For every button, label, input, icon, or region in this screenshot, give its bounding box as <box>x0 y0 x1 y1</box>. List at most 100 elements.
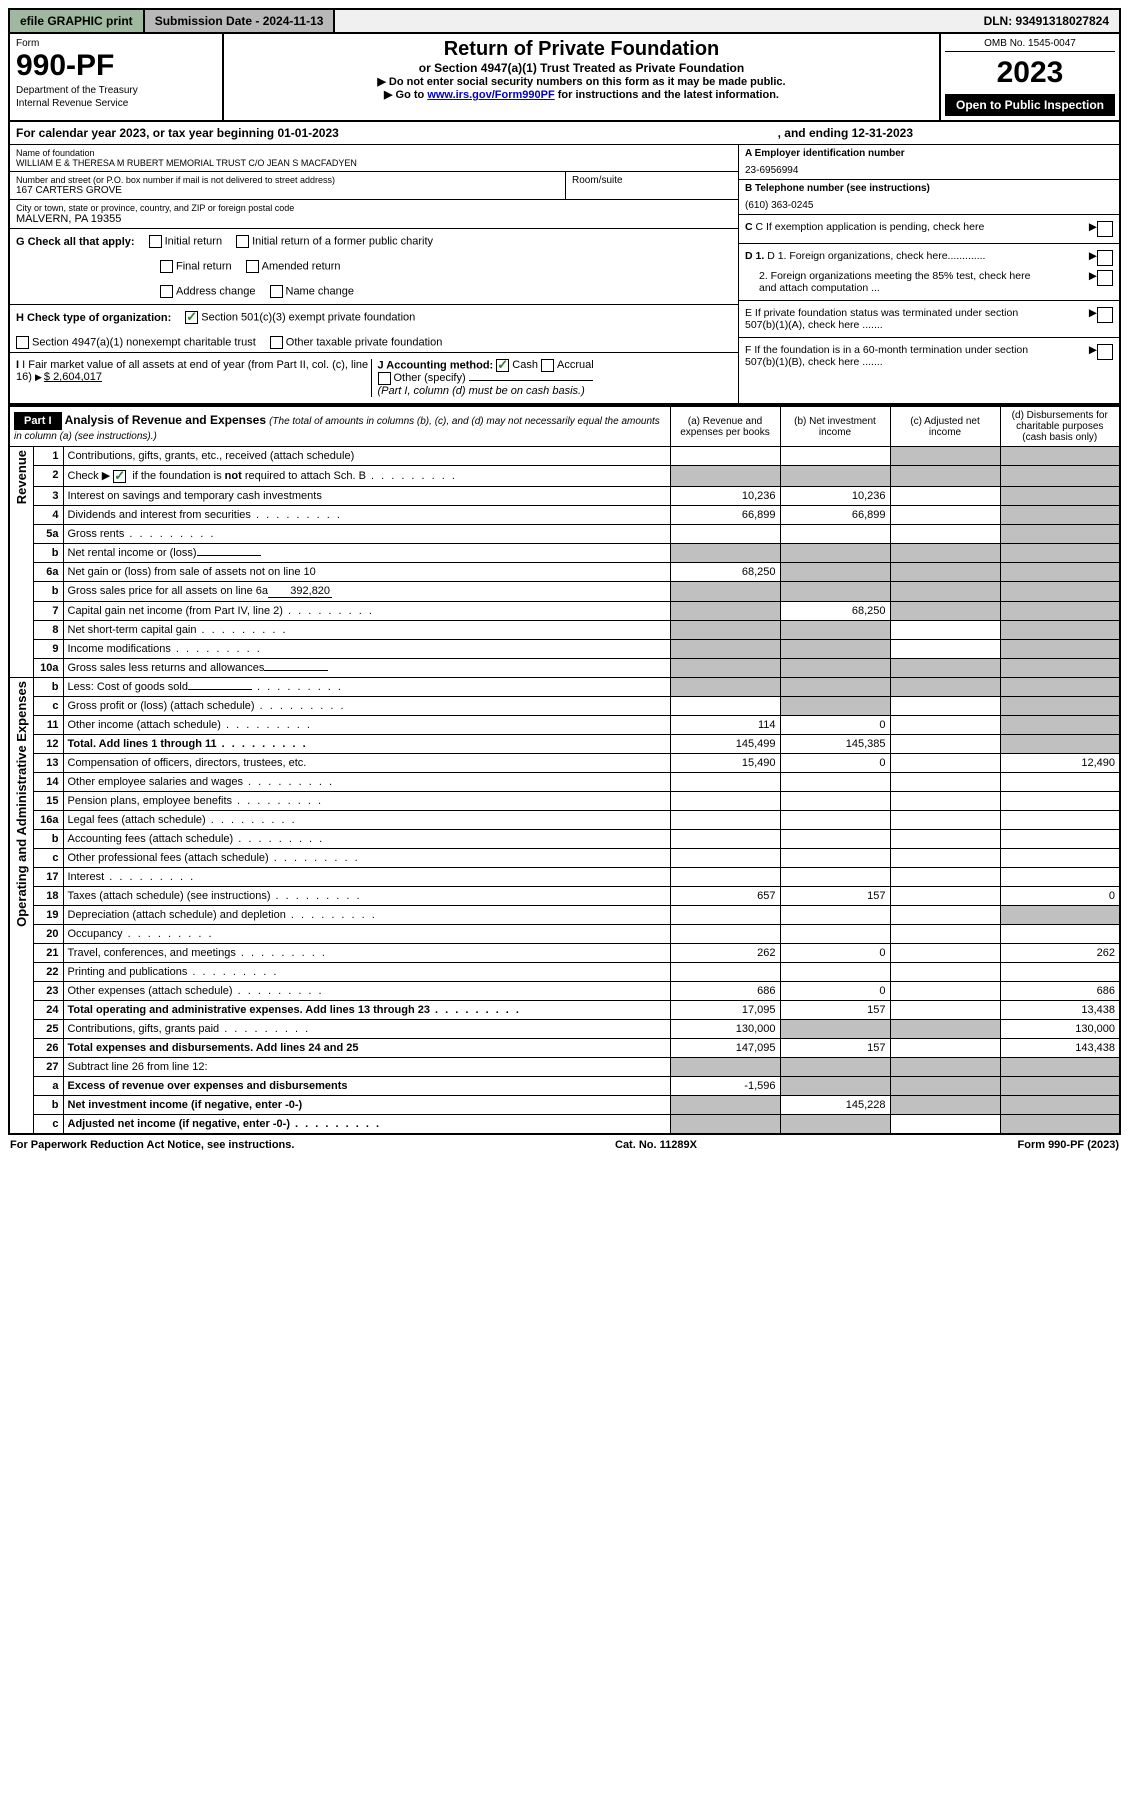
line-number: c <box>33 848 63 867</box>
line-description: Travel, conferences, and meetings <box>63 943 670 962</box>
line-description: Other professional fees (attach schedule… <box>63 848 670 867</box>
line-description: Gross sales price for all assets on line… <box>63 581 670 601</box>
name-change-checkbox[interactable] <box>270 285 283 298</box>
line-number: b <box>33 543 63 562</box>
accrual-checkbox[interactable] <box>541 359 554 372</box>
form-subtitle: or Section 4947(a)(1) Trust Treated as P… <box>228 61 935 75</box>
table-row: 2Check ▶ if the foundation is not requir… <box>9 466 1120 487</box>
line-number: 10a <box>33 658 63 677</box>
info-right: A Employer identification number 23-6956… <box>738 145 1119 403</box>
initial-return-checkbox[interactable] <box>149 235 162 248</box>
form-label: Form <box>16 38 216 49</box>
table-row: 18Taxes (attach schedule) (see instructi… <box>9 886 1120 905</box>
line-description: Interest <box>63 867 670 886</box>
table-row: 14Other employee salaries and wages <box>9 772 1120 791</box>
table-row: 5aGross rents <box>9 524 1120 543</box>
line-description: Total. Add lines 1 through 11 <box>63 734 670 753</box>
instructions-link[interactable]: www.irs.gov/Form990PF <box>427 89 554 101</box>
line-description: Taxes (attach schedule) (see instruction… <box>63 886 670 905</box>
line-description: Depreciation (attach schedule) and deple… <box>63 905 670 924</box>
info-left: Name of foundation WILLIAM E & THERESA M… <box>10 145 738 403</box>
ein-cell: A Employer identification number 23-6956… <box>739 145 1119 180</box>
501c3-checkbox[interactable] <box>185 311 198 324</box>
part-i-table: Part I Analysis of Revenue and Expenses … <box>8 405 1121 1135</box>
line-description: Accounting fees (attach schedule) <box>63 829 670 848</box>
form-note-1: ▶ Do not enter social security numbers o… <box>228 75 935 88</box>
initial-former-checkbox[interactable] <box>236 235 249 248</box>
city-state-zip: MALVERN, PA 19355 <box>16 213 732 225</box>
table-row: 12Total. Add lines 1 through 11145,49914… <box>9 734 1120 753</box>
efile-print-button[interactable]: efile GRAPHIC print <box>10 10 145 32</box>
line-description: Total expenses and disbursements. Add li… <box>63 1038 670 1057</box>
line-description: Net gain or (loss) from sale of assets n… <box>63 562 670 581</box>
line-description: Other income (attach schedule) <box>63 715 670 734</box>
exemption-pending-checkbox[interactable] <box>1097 221 1113 237</box>
table-row: 13Compensation of officers, directors, t… <box>9 753 1120 772</box>
table-row: 11Other income (attach schedule)1140 <box>9 715 1120 734</box>
top-bar: efile GRAPHIC print Submission Date - 20… <box>8 8 1121 34</box>
table-row: aExcess of revenue over expenses and dis… <box>9 1076 1120 1095</box>
60-month-checkbox[interactable] <box>1097 344 1113 360</box>
d-row: D 1. D 1. Foreign organizations, check h… <box>739 244 1119 301</box>
amended-return-checkbox[interactable] <box>246 260 259 273</box>
inline-value <box>188 689 252 690</box>
line-description: Compensation of officers, directors, tru… <box>63 753 670 772</box>
line-number: 2 <box>33 466 63 487</box>
g-check-row: G Check all that apply: Initial return I… <box>10 229 738 305</box>
fmv-value: $ 2,604,017 <box>44 371 102 383</box>
line-description: Legal fees (attach schedule) <box>63 810 670 829</box>
other-taxable-checkbox[interactable] <box>270 336 283 349</box>
table-row: cGross profit or (loss) (attach schedule… <box>9 696 1120 715</box>
open-to-public: Open to Public Inspection <box>945 94 1115 116</box>
table-row: cAdjusted net income (if negative, enter… <box>9 1114 1120 1134</box>
table-row: 10aGross sales less returns and allowanc… <box>9 658 1120 677</box>
line-number: b <box>33 1095 63 1114</box>
header-right: OMB No. 1545-0047 2023 Open to Public In… <box>939 34 1119 120</box>
status-terminated-checkbox[interactable] <box>1097 307 1113 323</box>
line-description: Subtract line 26 from line 12: <box>63 1057 670 1076</box>
line-number: 20 <box>33 924 63 943</box>
line-description: Contributions, gifts, grants, etc., rece… <box>63 447 670 466</box>
4947a1-checkbox[interactable] <box>16 336 29 349</box>
table-row: 8Net short-term capital gain <box>9 620 1120 639</box>
address-change-checkbox[interactable] <box>160 285 173 298</box>
header-left: Form 990-PF Department of the Treasury I… <box>10 34 224 120</box>
cash-checkbox[interactable] <box>496 359 509 372</box>
line-number: b <box>33 829 63 848</box>
line-description: Contributions, gifts, grants paid <box>63 1019 670 1038</box>
form-header: Form 990-PF Department of the Treasury I… <box>8 34 1121 122</box>
sch-b-checkbox[interactable] <box>113 470 126 483</box>
h-check-row: H Check type of organization: Section 50… <box>10 305 738 353</box>
line-number: 24 <box>33 1000 63 1019</box>
table-row: 19Depreciation (attach schedule) and dep… <box>9 905 1120 924</box>
table-row: 23Other expenses (attach schedule)686068… <box>9 981 1120 1000</box>
line-number: 14 <box>33 772 63 791</box>
other-method-checkbox[interactable] <box>378 372 391 385</box>
table-row: 20Occupancy <box>9 924 1120 943</box>
i-section: I I Fair market value of all assets at e… <box>16 359 371 397</box>
line-number: 13 <box>33 753 63 772</box>
line-number: 21 <box>33 943 63 962</box>
line-number: 23 <box>33 981 63 1000</box>
foreign-org-checkbox[interactable] <box>1097 250 1113 266</box>
table-row: 16aLegal fees (attach schedule) <box>9 810 1120 829</box>
part-i-title: Analysis of Revenue and Expenses <box>65 413 266 427</box>
info-section: Name of foundation WILLIAM E & THERESA M… <box>8 145 1121 405</box>
col-c-header: (c) Adjusted net income <box>890 406 1000 447</box>
room-cell: Room/suite <box>566 172 738 199</box>
table-row: 9Income modifications <box>9 639 1120 658</box>
line-description: Less: Cost of goods sold <box>63 677 670 696</box>
cal-year-begin: For calendar year 2023, or tax year begi… <box>16 126 339 140</box>
table-row: 27Subtract line 26 from line 12: <box>9 1057 1120 1076</box>
table-row: bAccounting fees (attach schedule) <box>9 829 1120 848</box>
page-footer: For Paperwork Reduction Act Notice, see … <box>8 1135 1121 1155</box>
ein-value: 23-6956994 <box>745 159 1113 176</box>
line-description: Income modifications <box>63 639 670 658</box>
foreign-85-checkbox[interactable] <box>1097 270 1113 286</box>
table-row: bNet investment income (if negative, ent… <box>9 1095 1120 1114</box>
line-number: c <box>33 696 63 715</box>
table-row: bNet rental income or (loss) <box>9 543 1120 562</box>
table-row: 3Interest on savings and temporary cash … <box>9 486 1120 505</box>
final-return-checkbox[interactable] <box>160 260 173 273</box>
line-description: Gross rents <box>63 524 670 543</box>
